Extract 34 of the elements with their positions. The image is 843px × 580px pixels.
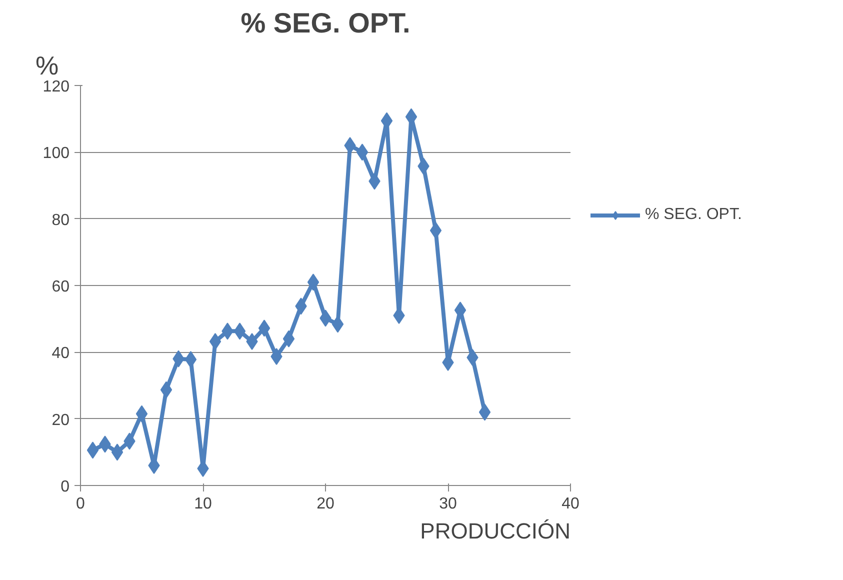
point [356, 144, 368, 161]
y-axis-title: % [36, 50, 59, 80]
x-tick-label: 30 [439, 496, 457, 512]
x-tick-label: 20 [316, 496, 334, 512]
point [184, 351, 197, 368]
point [234, 322, 246, 340]
point [270, 348, 282, 365]
legend-label: % SEG. OPT. [645, 206, 742, 224]
point [111, 444, 124, 461]
point [86, 442, 99, 459]
point [258, 320, 270, 337]
point [307, 274, 320, 291]
y-tick-label: 20 [52, 412, 70, 429]
y-tick-label: 100 [42, 145, 70, 162]
point [209, 333, 222, 350]
point [478, 404, 491, 421]
point [332, 316, 344, 333]
x-tick-label: 0 [76, 496, 86, 512]
y-tick-label: 60 [52, 278, 70, 296]
x-axis-title: PRODUCCIÓN [420, 518, 571, 544]
y-tick-label: 40 [52, 345, 70, 362]
x-tick-label: 40 [562, 496, 580, 512]
point [344, 137, 356, 154]
y-tick-label: 120 [42, 78, 70, 96]
x-tick-label: 10 [194, 496, 212, 512]
y-tick-label: 80 [52, 212, 70, 229]
point [160, 381, 172, 398]
point [282, 330, 295, 348]
chart-title: % SEG. OPT. [240, 8, 410, 38]
point [430, 222, 442, 239]
y-tick-label: 0 [60, 478, 70, 496]
point [246, 333, 258, 350]
point [136, 405, 148, 422]
point [466, 349, 478, 366]
